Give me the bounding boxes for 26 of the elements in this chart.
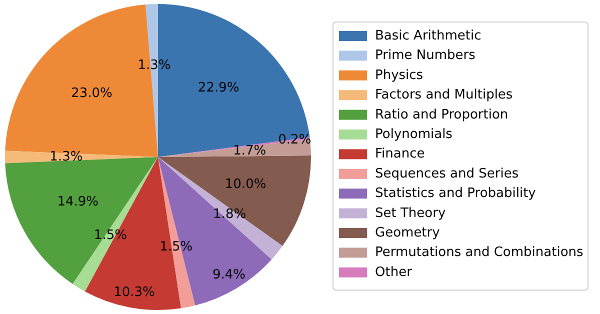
legend-label: Geometry <box>375 226 440 240</box>
legend-label: Set Theory <box>375 206 446 221</box>
data-label: 22.9% <box>198 80 240 96</box>
data-label: 23.0% <box>71 86 112 101</box>
data-label: 1.7% <box>233 144 266 159</box>
legend-label: Polynomials <box>375 127 453 142</box>
legend-label: Statistics and Probability <box>375 186 536 202</box>
data-label: 1.3% <box>138 58 171 73</box>
data-label: 14.9% <box>57 194 99 210</box>
legend-label: Sequences and Series <box>375 166 519 182</box>
legend-label: Other <box>375 264 413 280</box>
legend-label: Finance <box>375 146 425 162</box>
legend-label: Factors and Multiples <box>375 88 513 103</box>
data-label: 1.5% <box>160 240 193 254</box>
data-label: 10.3% <box>114 285 155 300</box>
pie-slice <box>158 157 196 308</box>
legend-label: Basic Arithmetic <box>375 28 482 44</box>
legend-label: Prime Numbers <box>375 48 476 64</box>
legend-label: Physics <box>375 68 424 83</box>
legend-label: Permutations and Combinations <box>375 245 584 260</box>
data-label: 9.4% <box>212 268 246 283</box>
data-label: 10.0% <box>224 177 266 192</box>
pie-slice <box>158 157 283 260</box>
legend-label: Ratio and Proportion <box>375 107 508 122</box>
pie-slice <box>158 157 272 306</box>
data-label: 1.3% <box>50 150 83 164</box>
